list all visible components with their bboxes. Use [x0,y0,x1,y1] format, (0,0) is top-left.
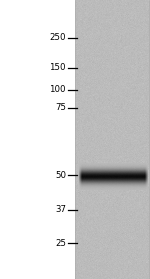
Text: 25: 25 [55,239,66,247]
Text: 37: 37 [55,206,66,215]
Text: 150: 150 [50,64,66,73]
Text: 250: 250 [50,33,66,42]
Text: 75: 75 [55,104,66,112]
Text: 100: 100 [50,85,66,95]
Text: 50: 50 [55,170,66,179]
